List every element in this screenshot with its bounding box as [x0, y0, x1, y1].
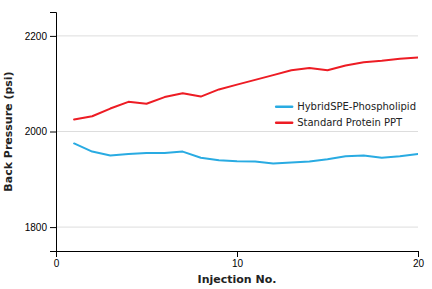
tick: 2200: [25, 31, 56, 42]
tick-label: 1800: [25, 222, 48, 233]
grid: [56, 36, 418, 227]
y-axis-title: Back Pressure (psi): [2, 71, 15, 191]
tick-mark: [50, 132, 56, 133]
tick: 10: [232, 251, 244, 269]
tick: 1800: [25, 222, 56, 233]
tick-mark: [50, 227, 56, 228]
tick-label: 20: [413, 258, 425, 269]
chart: 0 10 20 1800 2000 2200 Injection No. Back Press…: [0, 0, 432, 289]
tick-label: 0: [54, 258, 60, 269]
axis-line: [57, 252, 419, 258]
x-axis-title: Injection No.: [198, 273, 277, 286]
grid-line: [56, 227, 418, 228]
tick-label: 2200: [25, 31, 48, 42]
tick-mark: [237, 251, 238, 257]
plot: 0 10 20 1800 2000 2200 Injection No. Back Press…: [2, 13, 424, 287]
tick: 2000: [25, 126, 56, 137]
legend-item: Standard Protein PPT: [276, 117, 403, 128]
legend-swatch: [276, 122, 292, 125]
legend: HybridSPE-Phospholipid Standard Protein P…: [276, 101, 416, 128]
legend-label: Standard Protein PPT: [297, 117, 403, 128]
lines: [74, 57, 418, 163]
series-line: [74, 57, 418, 119]
legend-swatch: [276, 106, 292, 109]
tick-mark: [50, 36, 56, 37]
tick: 20: [413, 251, 425, 269]
legend-label: HybridSPE-Phospholipid: [297, 101, 416, 112]
axis-line: [50, 13, 57, 252]
legend-item: HybridSPE-Phospholipid: [276, 101, 416, 112]
series-line: [74, 143, 418, 163]
x-axis: 0 10 20: [54, 251, 425, 269]
grid-line: [56, 131, 418, 132]
y-axis: 1800 2000 2200: [25, 13, 57, 252]
tick: 0: [54, 251, 60, 269]
tick-mark: [418, 251, 419, 257]
grid-line: [56, 35, 418, 36]
tick-label: 10: [232, 258, 244, 269]
tick-label: 2000: [25, 126, 48, 137]
